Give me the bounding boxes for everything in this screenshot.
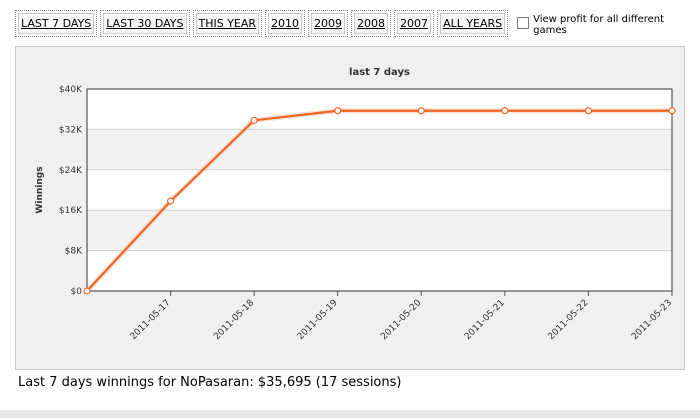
- data-point: [584, 107, 593, 115]
- range-this-year-button[interactable]: THIS YEAR: [192, 9, 263, 37]
- data-point: [668, 107, 676, 115]
- x-tick-label: 2011-05-19: [296, 298, 340, 342]
- winnings-summary: Last 7 days winnings for NoPasaran: $35,…: [18, 375, 402, 390]
- y-tick-label: $32K: [59, 125, 83, 135]
- range-label: 2009: [311, 12, 346, 34]
- data-point: [166, 197, 175, 205]
- range-label: 2010: [268, 12, 303, 34]
- x-tick-label: 2011-05-18: [212, 298, 256, 342]
- chart-panel: last 7 days $0 $8K $16K $24K $32K $40K 2011-05-…: [15, 46, 685, 370]
- range-label: 2008: [354, 12, 389, 34]
- y-axis-label: Winnings: [35, 166, 45, 213]
- data-point: [250, 116, 258, 124]
- y-tick-label: $0: [71, 287, 83, 297]
- winnings-chart: last 7 days $0 $8K $16K $24K $32K $40K 2011-05-…: [35, 67, 676, 342]
- y-tick-label: $8K: [65, 247, 83, 257]
- bottom-bar: [0, 410, 700, 418]
- chart-title: last 7 days: [349, 67, 410, 78]
- series-line: [86, 109, 672, 292]
- grid-band: [87, 129, 672, 170]
- compare-games-label[interactable]: View profit for all different games: [533, 13, 665, 36]
- x-tick-label: 2011-05-23: [630, 298, 674, 342]
- range-last-7-days-button[interactable]: LAST 7 DAYS: [15, 9, 98, 37]
- y-tick-label: $40K: [59, 85, 83, 95]
- range-label: THIS YEAR: [195, 12, 260, 34]
- data-point: [417, 107, 425, 115]
- data-point: [83, 287, 91, 295]
- range-label: ALL YEARS: [440, 12, 506, 34]
- range-label: LAST 7 DAYS: [18, 12, 95, 34]
- range-2008-button[interactable]: 2008: [351, 9, 392, 37]
- x-tick-label: 2011-05-17: [129, 298, 173, 342]
- plot-background: [87, 89, 672, 291]
- range-label: LAST 30 DAYS: [103, 12, 187, 34]
- data-point: [501, 107, 509, 115]
- x-tick-label: 2011-05-21: [463, 298, 507, 342]
- y-tick-label: $24K: [59, 166, 83, 176]
- compare-games-checkbox[interactable]: [517, 17, 530, 29]
- compare-games-option: View profit for all different games: [517, 11, 700, 36]
- data-point: [334, 107, 342, 115]
- y-tick-label: $16K: [59, 206, 83, 216]
- range-toolbar: LAST 7 DAYS LAST 30 DAYS THIS YEAR 2010 …: [15, 9, 700, 37]
- range-2009-button[interactable]: 2009: [308, 9, 349, 37]
- range-last-30-days-button[interactable]: LAST 30 DAYS: [100, 9, 190, 37]
- plot-border: [86, 88, 673, 292]
- range-label: 2007: [397, 12, 432, 34]
- range-all-years-button[interactable]: ALL YEARS: [437, 9, 509, 37]
- x-tick-label: 2011-05-22: [546, 298, 590, 342]
- x-tick-label: 2011-05-20: [379, 298, 423, 342]
- grid-band: [87, 210, 672, 251]
- range-2010-button[interactable]: 2010: [265, 9, 306, 37]
- range-2007-button[interactable]: 2007: [394, 9, 435, 37]
